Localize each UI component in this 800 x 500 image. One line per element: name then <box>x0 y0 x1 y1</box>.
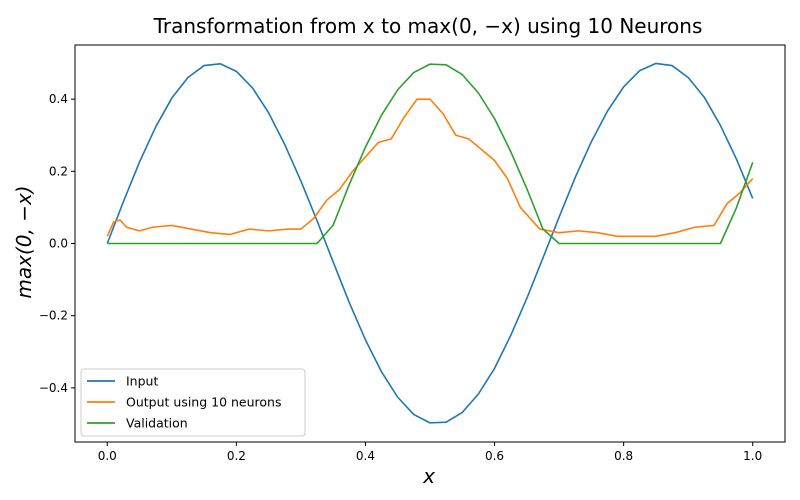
legend: Input Output using 10 neurons Validation <box>80 368 306 437</box>
chart-title: Transformation from x to max(0, −x) usin… <box>153 14 703 38</box>
x-tick-label: 0.8 <box>614 449 633 463</box>
series-line-3 <box>107 63 754 245</box>
x-tick-label: 1.0 <box>743 449 762 463</box>
legend-label: Output using 10 neurons <box>126 395 282 410</box>
series-line-2 <box>106 98 754 238</box>
y-axis-label: max(0, −x) <box>12 185 36 298</box>
y-tick-label: 0.2 <box>49 164 68 178</box>
y-tick-label: −0.4 <box>39 381 68 395</box>
plot-frame <box>74 44 786 443</box>
x-tick-label: 0.0 <box>98 449 117 463</box>
series-line-1 <box>106 62 754 424</box>
x-tick-label: 0.4 <box>356 449 375 463</box>
series-lines <box>106 62 754 424</box>
y-tick-label: 0.0 <box>49 237 68 251</box>
y-tick-label: 0.4 <box>49 92 68 106</box>
legend-box <box>80 368 306 437</box>
legend-label: Validation <box>126 416 188 431</box>
x-axis-ticks: 0.0 0.2 0.4 0.6 0.8 1.0 <box>98 442 762 463</box>
x-tick-label: 0.2 <box>227 449 246 463</box>
y-tick-label: −0.2 <box>39 309 68 323</box>
y-axis-ticks: −0.4 −0.2 0.0 0.2 0.4 <box>39 92 75 395</box>
x-tick-label: 0.6 <box>485 449 504 463</box>
legend-label: Input <box>126 374 158 389</box>
x-axis-label: x <box>422 464 435 488</box>
